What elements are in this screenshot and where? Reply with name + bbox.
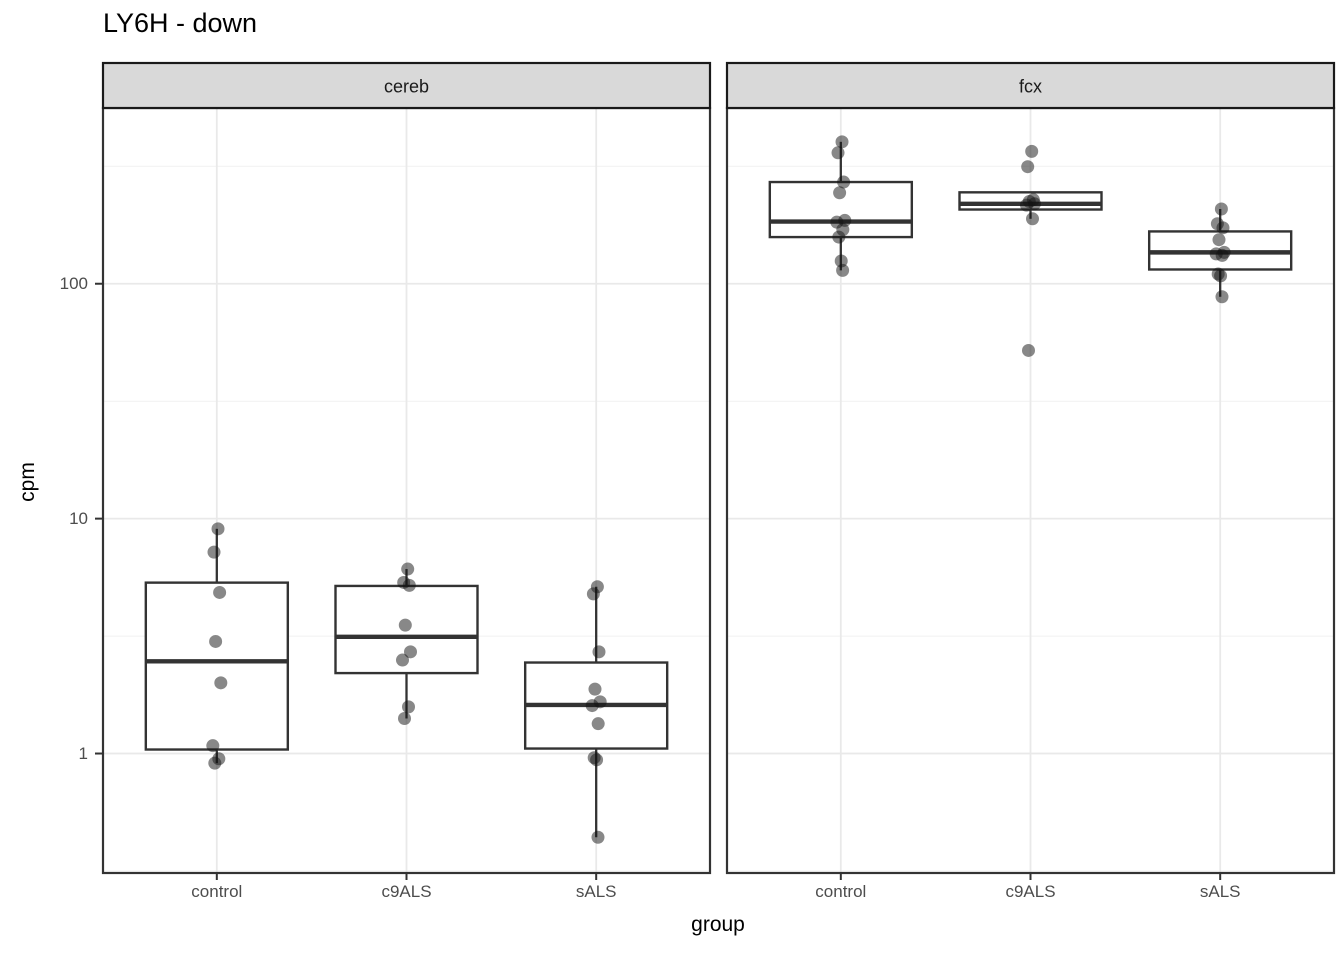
x-tick-label: control [191,882,242,901]
data-point [1215,248,1229,262]
jitter-points-cereb-control [206,522,228,770]
data-point [588,682,602,696]
data-point [398,711,411,725]
data-point [404,645,417,659]
x-tick-label: c9ALS [1005,882,1055,901]
data-point [585,699,599,713]
boxplot-cereb-control [144,528,290,764]
data-point [209,634,223,648]
plot-title: LY6H - down [103,8,258,38]
data-point [402,700,415,714]
jitter-points-cereb-c9ALS [396,562,417,725]
x-tick-label: control [815,882,866,901]
facet-cereb: cereb control c9ALS sALS [101,61,712,901]
data-point [1025,144,1039,158]
data-point [1216,221,1230,235]
facet-fcx: fcx control c9ALS sALS [725,61,1336,901]
jitter-points-cereb-sALS [585,580,607,844]
y-tick-label: 1 [79,744,88,763]
data-point [831,146,845,160]
box [144,581,290,751]
facet-strip-label: fcx [1019,77,1042,97]
data-point [1022,343,1035,357]
data-point [1212,233,1226,247]
data-point [592,645,606,659]
jitter-points-fcx-control [830,135,852,277]
boxplot-cereb-sALS [523,586,669,838]
jitter-points-fcx-sALS [1209,202,1231,304]
data-point [586,587,600,601]
facet-strip-label: cereb [384,77,429,97]
data-point [396,653,409,667]
jitter-points-fcx-c9ALS [1020,144,1041,357]
x-tick-label: sALS [576,882,617,901]
data-point [591,830,605,844]
x-tick-label: c9ALS [381,882,431,901]
data-point [211,522,225,536]
data-point [398,618,412,632]
data-point [1021,160,1035,174]
data-point [1020,198,1033,212]
data-point [207,545,221,559]
data-point [1215,290,1229,304]
x-axis-title: group [691,913,745,936]
data-point [836,263,850,277]
y-axis-title: cpm [16,462,39,502]
data-point [213,585,227,599]
x-tick-label: sALS [1200,882,1241,901]
data-point [214,676,228,690]
data-point [206,739,220,753]
data-point [1214,269,1228,283]
data-point [208,756,222,770]
data-point [837,175,851,189]
data-point [590,753,604,767]
data-point [833,186,847,200]
data-point [835,135,849,149]
data-point [1214,202,1228,216]
data-point [591,717,605,731]
facet-strip [101,61,712,110]
data-point [832,230,846,244]
facet-strip [725,61,1336,110]
y-tick-label: 10 [69,509,88,528]
data-point [402,578,416,592]
y-tick-label: 100 [60,274,88,293]
data-point [401,562,415,576]
data-point [1026,212,1039,226]
